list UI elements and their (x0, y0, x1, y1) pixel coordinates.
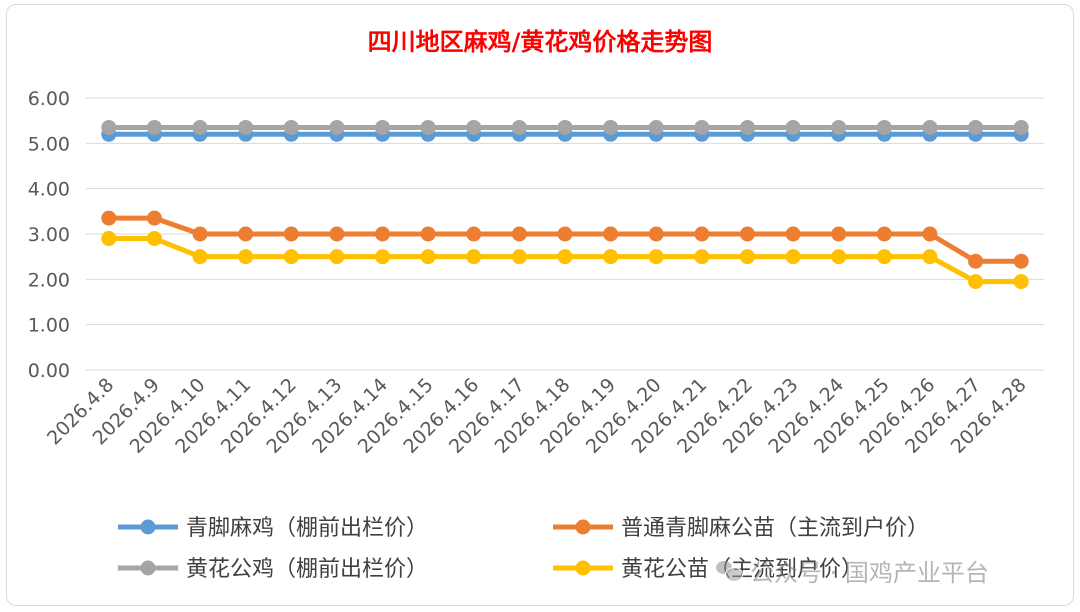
data-point (831, 226, 847, 242)
data-point (603, 249, 619, 265)
y-tick-label: 3.00 (28, 224, 70, 246)
data-point (283, 119, 299, 135)
watermark-text: 公众号 · 国鸡产业平台 (750, 558, 989, 587)
data-point (420, 249, 436, 265)
data-point (238, 119, 254, 135)
data-point (101, 231, 117, 247)
legend-item: 青脚麻鸡（棚前出栏价） (118, 516, 428, 541)
legend-label: 普通青脚麻公苗（主流到户价） (621, 516, 929, 541)
data-point (101, 119, 117, 135)
y-tick-label: 1.00 (28, 315, 70, 337)
series-1 (101, 210, 1029, 269)
data-point (466, 249, 482, 265)
y-axis: 0.00 1.00 2.00 3.00 4.00 5.00 6.00 (28, 88, 70, 382)
y-tick-label: 2.00 (28, 269, 70, 291)
data-point (603, 119, 619, 135)
legend-label: 青脚麻鸡（棚前出栏价） (186, 516, 428, 541)
data-point (694, 226, 710, 242)
data-point (420, 226, 436, 242)
data-point (511, 119, 527, 135)
data-point (511, 226, 527, 242)
data-point (192, 226, 208, 242)
y-tick-label: 5.00 (28, 133, 70, 155)
data-point (146, 231, 162, 247)
data-point (785, 249, 801, 265)
data-point (1013, 253, 1029, 269)
data-point (831, 249, 847, 265)
legend-swatch-marker (140, 560, 156, 576)
data-point (146, 210, 162, 226)
data-point (466, 119, 482, 135)
data-point (557, 119, 573, 135)
data-point (648, 249, 664, 265)
data-point (329, 249, 345, 265)
legend-item: 普通青脚麻公苗（主流到户价） (553, 516, 929, 541)
data-point (283, 249, 299, 265)
data-point (420, 119, 436, 135)
data-point (968, 119, 984, 135)
gridlines (86, 97, 1044, 371)
chart-frame (6, 4, 1074, 606)
data-point (238, 226, 254, 242)
x-axis: 2026.4.82026.4.92026.4.102026.4.112026.4… (43, 374, 1031, 458)
data-point (785, 119, 801, 135)
data-point (968, 274, 984, 290)
wechat-icon (716, 559, 743, 582)
series-3 (101, 231, 1029, 290)
data-point (876, 119, 892, 135)
data-point (968, 253, 984, 269)
series-layer (101, 119, 1029, 290)
data-point (1013, 274, 1029, 290)
series-2 (101, 119, 1029, 135)
data-point (557, 249, 573, 265)
y-tick-label: 0.00 (28, 360, 70, 382)
legend-swatch-marker (575, 519, 591, 535)
data-point (648, 119, 664, 135)
data-point (238, 249, 254, 265)
data-point (192, 119, 208, 135)
data-point (192, 249, 208, 265)
data-point (146, 119, 162, 135)
legend-label: 黄花公鸡（棚前出栏价） (186, 557, 428, 582)
data-point (603, 226, 619, 242)
data-point (375, 119, 391, 135)
legend-swatch-marker (140, 519, 156, 535)
data-point (511, 249, 527, 265)
data-point (375, 226, 391, 242)
chart-title: 四川地区麻鸡/黄花鸡价格走势图 (368, 28, 713, 56)
data-point (466, 226, 482, 242)
y-tick-label: 6.00 (28, 88, 70, 110)
watermark: 公众号 · 国鸡产业平台 (716, 552, 989, 588)
data-point (101, 210, 117, 226)
data-point (375, 249, 391, 265)
data-point (739, 249, 755, 265)
data-point (785, 226, 801, 242)
data-point (739, 226, 755, 242)
data-point (1013, 119, 1029, 135)
data-point (694, 119, 710, 135)
data-point (329, 119, 345, 135)
data-point (876, 226, 892, 242)
data-point (922, 119, 938, 135)
data-point (922, 249, 938, 265)
data-point (876, 249, 892, 265)
legend-item: 黄花公鸡（棚前出栏价） (118, 557, 428, 582)
data-point (329, 226, 345, 242)
data-point (648, 226, 664, 242)
data-point (694, 249, 710, 265)
data-point (831, 119, 847, 135)
y-tick-label: 4.00 (28, 179, 70, 201)
data-point (922, 226, 938, 242)
data-point (283, 226, 299, 242)
legend-swatch-marker (575, 560, 591, 576)
data-point (739, 119, 755, 135)
data-point (557, 226, 573, 242)
